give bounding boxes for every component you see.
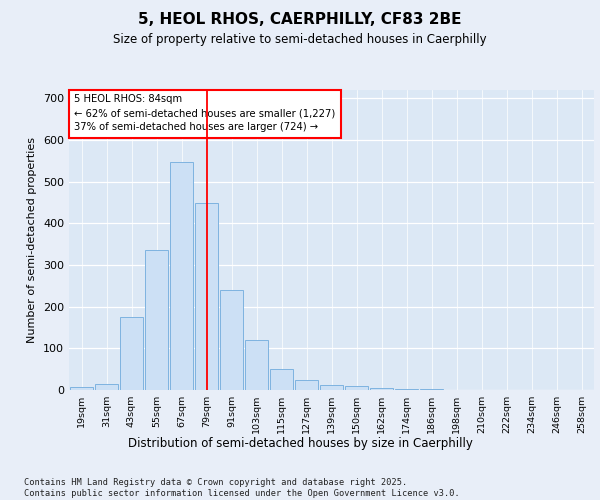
Bar [120, 317, 143, 390]
Bar [395, 389, 418, 390]
Bar [270, 369, 293, 390]
Text: Distribution of semi-detached houses by size in Caerphilly: Distribution of semi-detached houses by … [128, 438, 472, 450]
Bar [70, 386, 93, 390]
Y-axis label: Number of semi-detached properties: Number of semi-detached properties [28, 137, 37, 343]
Text: Contains HM Land Registry data © Crown copyright and database right 2025.
Contai: Contains HM Land Registry data © Crown c… [24, 478, 460, 498]
Text: 5, HEOL RHOS, CAERPHILLY, CF83 2BE: 5, HEOL RHOS, CAERPHILLY, CF83 2BE [138, 12, 462, 28]
Bar [145, 250, 168, 390]
Bar [370, 388, 393, 390]
Bar [345, 386, 368, 390]
Bar [220, 290, 243, 390]
Text: 5 HEOL RHOS: 84sqm
← 62% of semi-detached houses are smaller (1,227)
37% of semi: 5 HEOL RHOS: 84sqm ← 62% of semi-detache… [74, 94, 335, 132]
Bar [95, 384, 118, 390]
Text: Size of property relative to semi-detached houses in Caerphilly: Size of property relative to semi-detach… [113, 32, 487, 46]
Bar [170, 162, 193, 390]
Bar [420, 389, 443, 390]
Bar [295, 380, 318, 390]
Bar [320, 385, 343, 390]
Bar [245, 340, 268, 390]
Bar [195, 202, 218, 390]
